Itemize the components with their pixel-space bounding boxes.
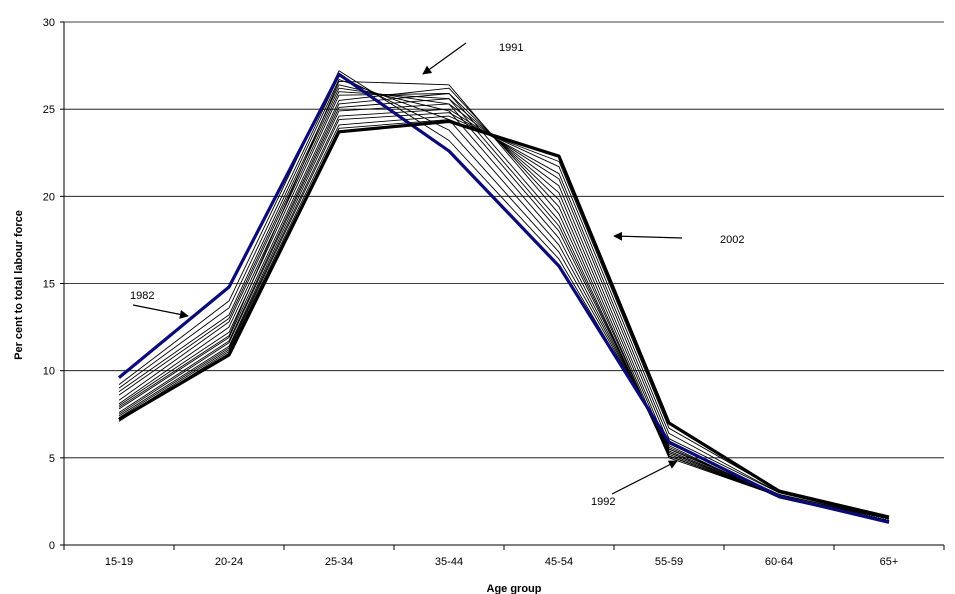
series-line-1992 <box>118 87 890 522</box>
x-tick-label: 45-54 <box>545 556 573 568</box>
annotation-arrows <box>132 42 683 495</box>
series-line <box>118 112 890 520</box>
x-tick-label: 55-59 <box>655 556 683 568</box>
arrow-1991 <box>422 42 467 75</box>
x-tick-label: 20-24 <box>215 556 243 568</box>
y-tick-label: 30 <box>43 17 55 29</box>
y-tick-label: 10 <box>43 366 55 378</box>
series-line <box>118 115 890 518</box>
y-tick-label: 15 <box>43 279 55 291</box>
series-line-2002 <box>118 119 890 519</box>
arrow-1982 <box>132 304 189 319</box>
series-lines <box>117 70 890 524</box>
arrow-1992 <box>611 460 678 495</box>
y-tick-labels: 0 5 10 15 20 25 30 <box>43 17 55 552</box>
arrow-2002 <box>613 231 683 241</box>
annotation-2002: 2002 <box>720 234 744 246</box>
gridlines <box>64 21 944 459</box>
series-line-1982 <box>117 72 890 524</box>
x-tick-label: 35-44 <box>435 556 463 568</box>
y-axis-title: Per cent to total labour force <box>13 210 25 360</box>
axes <box>60 21 945 550</box>
series-line <box>118 93 890 520</box>
x-tick-label: 65+ <box>880 556 899 568</box>
y-tick-label: 20 <box>43 191 55 203</box>
y-tick-label: 0 <box>49 540 55 552</box>
x-axis-title: Age group <box>487 583 542 594</box>
annotation-1991: 1991 <box>499 42 523 54</box>
y-tick-label: 5 <box>49 453 55 465</box>
annotation-1992: 1992 <box>591 496 615 508</box>
x-tick-label: 15-19 <box>105 556 133 568</box>
annotation-1982: 1982 <box>130 290 154 302</box>
y-tick-label: 25 <box>43 104 55 116</box>
series-line <box>118 103 890 520</box>
x-tick-label: 60-64 <box>765 556 793 568</box>
series-line <box>118 87 890 522</box>
x-tick-labels: 15-19 20-24 25-34 35-44 45-54 55-59 60-64 65+ <box>105 556 898 568</box>
x-tick-label: 25-34 <box>325 556 353 568</box>
